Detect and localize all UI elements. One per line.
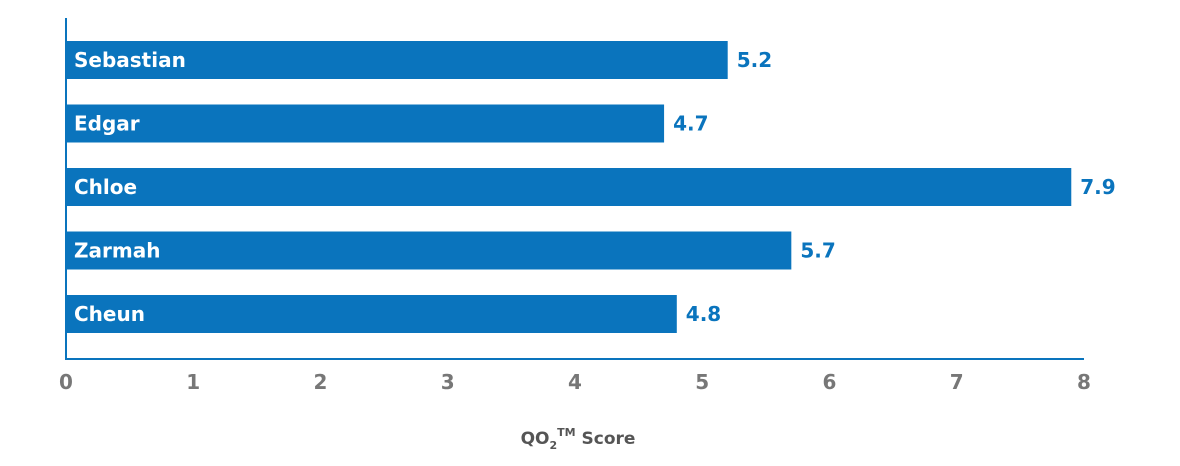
x-axis-title-main: QO [521, 429, 550, 449]
x-tick-label: 3 [441, 370, 455, 394]
x-tick-label: 2 [314, 370, 328, 394]
bar-value-label: 4.8 [686, 302, 721, 326]
x-tick-label: 6 [823, 370, 837, 394]
x-tick-label: 5 [695, 370, 709, 394]
x-tick-label: 8 [1077, 370, 1091, 394]
x-axis-title: QO2TM Score [521, 426, 636, 452]
bar [66, 295, 677, 333]
x-tick-label: 7 [950, 370, 964, 394]
x-axis-title-subscript: 2 [549, 439, 557, 452]
bar-value-label: 4.7 [673, 112, 708, 136]
x-tick-label: 4 [568, 370, 582, 394]
x-axis-title-suffix: Score [576, 429, 636, 449]
bar [66, 41, 728, 79]
bar [66, 231, 792, 270]
bar-value-label: 5.2 [737, 48, 772, 72]
bar-value-label: 5.7 [800, 239, 835, 263]
bar-category-label: Edgar [74, 112, 140, 136]
bar [66, 104, 665, 143]
x-axis-title-superscript: TM [557, 426, 575, 439]
bar-category-label: Zarmah [74, 239, 160, 263]
bar-category-label: Cheun [74, 302, 145, 326]
bar-category-label: Sebastian [74, 48, 186, 72]
bars-group: Sebastian 5.2 Edgar 4.7 Chloe 7.9 Zarmah 5.7 Che… [66, 41, 1116, 333]
axes-group [65, 18, 1084, 360]
x-tick-label: 0 [59, 370, 73, 394]
x-tick-label: 1 [186, 370, 200, 394]
x-tick-labels: 0 1 2 3 4 5 6 7 8 [59, 370, 1091, 394]
bar [66, 168, 1072, 206]
bar-value-label: 7.9 [1080, 175, 1115, 199]
bar-category-label: Chloe [74, 175, 137, 199]
